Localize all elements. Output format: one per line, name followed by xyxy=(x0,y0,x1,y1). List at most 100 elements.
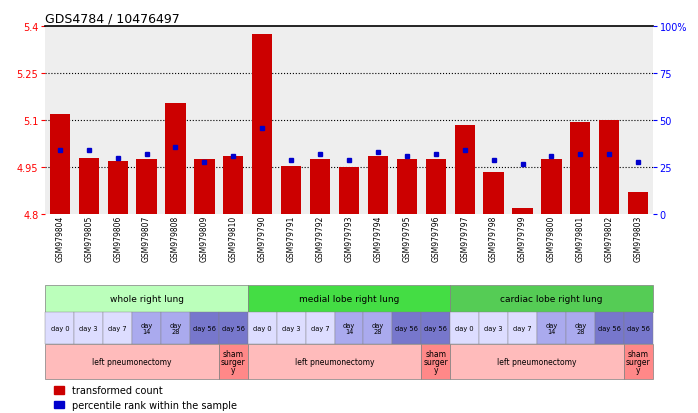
Text: day 0: day 0 xyxy=(455,325,474,331)
FancyBboxPatch shape xyxy=(624,312,653,344)
Text: day 0: day 0 xyxy=(253,325,272,331)
FancyBboxPatch shape xyxy=(219,344,248,380)
FancyBboxPatch shape xyxy=(45,344,219,380)
FancyBboxPatch shape xyxy=(248,285,450,312)
Text: day 7: day 7 xyxy=(311,325,329,331)
Bar xyxy=(512,209,533,215)
Bar xyxy=(165,104,186,215)
Text: GSM979801: GSM979801 xyxy=(576,215,585,261)
Bar xyxy=(194,160,214,215)
FancyBboxPatch shape xyxy=(190,312,219,344)
Text: day 3: day 3 xyxy=(484,325,503,331)
FancyBboxPatch shape xyxy=(450,312,479,344)
Text: cardiac lobe right lung: cardiac lobe right lung xyxy=(500,294,602,303)
Text: GSM979791: GSM979791 xyxy=(287,215,296,261)
Text: GSM979800: GSM979800 xyxy=(547,215,556,261)
Text: left pneumonectomy: left pneumonectomy xyxy=(92,357,172,366)
FancyBboxPatch shape xyxy=(392,312,422,344)
Text: left pneumonectomy: left pneumonectomy xyxy=(295,357,374,366)
Text: day
28: day 28 xyxy=(372,322,384,334)
Text: GSM979794: GSM979794 xyxy=(373,215,383,261)
FancyBboxPatch shape xyxy=(508,312,537,344)
Text: sham
surger
y: sham surger y xyxy=(221,349,246,374)
Bar xyxy=(599,121,619,215)
Text: GSM979799: GSM979799 xyxy=(518,215,527,261)
FancyBboxPatch shape xyxy=(364,312,392,344)
Text: GSM979803: GSM979803 xyxy=(634,215,643,261)
Text: day 0: day 0 xyxy=(50,325,69,331)
FancyBboxPatch shape xyxy=(479,312,508,344)
Text: day 7: day 7 xyxy=(108,325,127,331)
Bar xyxy=(628,193,648,215)
Text: day 56: day 56 xyxy=(395,325,418,331)
Text: sham
surger
y: sham surger y xyxy=(626,349,651,374)
FancyBboxPatch shape xyxy=(45,285,248,312)
FancyBboxPatch shape xyxy=(132,312,161,344)
Bar xyxy=(368,157,388,215)
Text: day
28: day 28 xyxy=(170,322,181,334)
FancyBboxPatch shape xyxy=(276,312,306,344)
Text: day 3: day 3 xyxy=(80,325,98,331)
FancyBboxPatch shape xyxy=(537,312,566,344)
Bar xyxy=(396,160,417,215)
Bar xyxy=(484,173,504,215)
FancyBboxPatch shape xyxy=(306,312,334,344)
FancyBboxPatch shape xyxy=(219,312,248,344)
Text: day
14: day 14 xyxy=(545,322,558,334)
Bar xyxy=(50,115,70,215)
Bar xyxy=(570,122,591,215)
Text: GSM979796: GSM979796 xyxy=(431,215,440,261)
FancyBboxPatch shape xyxy=(566,312,595,344)
Text: sham
surger
y: sham surger y xyxy=(424,349,448,374)
FancyBboxPatch shape xyxy=(450,344,624,380)
Text: GSM979795: GSM979795 xyxy=(402,215,411,261)
FancyBboxPatch shape xyxy=(624,344,653,380)
Bar xyxy=(542,160,561,215)
Text: day 56: day 56 xyxy=(222,325,245,331)
Bar xyxy=(79,159,99,215)
Text: GSM979809: GSM979809 xyxy=(200,215,209,261)
Text: day 7: day 7 xyxy=(513,325,532,331)
Bar xyxy=(281,166,302,215)
Text: GSM979798: GSM979798 xyxy=(489,215,498,261)
Legend: transformed count, percentile rank within the sample: transformed count, percentile rank withi… xyxy=(50,381,241,413)
Text: GSM979806: GSM979806 xyxy=(113,215,122,261)
Bar xyxy=(252,35,272,215)
Text: GSM979792: GSM979792 xyxy=(315,215,325,261)
Text: left pneumonectomy: left pneumonectomy xyxy=(497,357,577,366)
Text: GSM979804: GSM979804 xyxy=(55,215,64,261)
Text: GSM979797: GSM979797 xyxy=(460,215,469,261)
Text: day 56: day 56 xyxy=(597,325,621,331)
Text: day
14: day 14 xyxy=(140,322,153,334)
FancyBboxPatch shape xyxy=(74,312,103,344)
Text: GSM979802: GSM979802 xyxy=(604,215,614,261)
FancyBboxPatch shape xyxy=(103,312,132,344)
Text: GSM979810: GSM979810 xyxy=(229,215,238,261)
Bar xyxy=(223,157,244,215)
Text: GSM979808: GSM979808 xyxy=(171,215,180,261)
FancyBboxPatch shape xyxy=(248,344,422,380)
Text: day
14: day 14 xyxy=(343,322,355,334)
Text: medial lobe right lung: medial lobe right lung xyxy=(299,294,399,303)
Bar xyxy=(454,126,475,215)
FancyBboxPatch shape xyxy=(450,285,653,312)
Bar xyxy=(137,160,157,215)
Text: GSM979790: GSM979790 xyxy=(258,215,267,261)
FancyBboxPatch shape xyxy=(248,312,276,344)
FancyBboxPatch shape xyxy=(595,312,624,344)
Text: GDS4784 / 10476497: GDS4784 / 10476497 xyxy=(45,13,180,26)
Bar xyxy=(339,167,359,215)
FancyBboxPatch shape xyxy=(161,312,190,344)
Text: GSM979807: GSM979807 xyxy=(142,215,151,261)
Text: day 56: day 56 xyxy=(424,325,447,331)
Text: day 56: day 56 xyxy=(193,325,216,331)
FancyBboxPatch shape xyxy=(334,312,364,344)
Text: day 3: day 3 xyxy=(282,325,300,331)
Text: whole right lung: whole right lung xyxy=(110,294,184,303)
FancyBboxPatch shape xyxy=(45,312,74,344)
Text: GSM979793: GSM979793 xyxy=(345,215,353,261)
Bar xyxy=(107,161,128,215)
Bar xyxy=(310,160,330,215)
FancyBboxPatch shape xyxy=(422,344,450,380)
Text: day 56: day 56 xyxy=(627,325,650,331)
